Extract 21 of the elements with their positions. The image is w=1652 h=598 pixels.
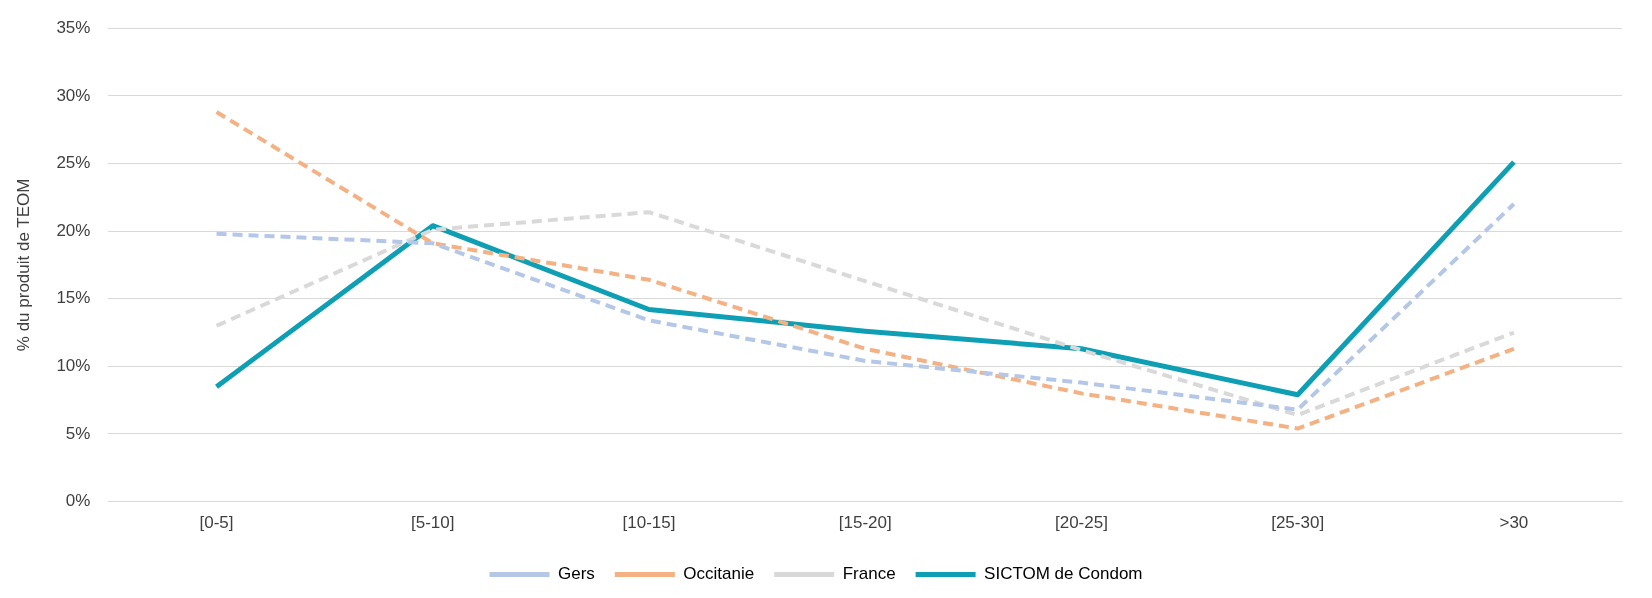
x-tick-label: [0-5] xyxy=(199,513,234,533)
legend-label: Occitanie xyxy=(683,564,755,584)
x-tick-label: [15-20] xyxy=(838,513,892,533)
x-tick-label: [5-10] xyxy=(411,513,455,533)
y-tick-label: 30% xyxy=(56,85,91,105)
legend-label: Gers xyxy=(557,564,595,584)
y-axis-title: % du produit de TEOM xyxy=(13,178,33,352)
x-tick-label: >30 xyxy=(1499,513,1529,533)
y-tick-label: 25% xyxy=(56,153,91,173)
y-tick-label: 35% xyxy=(56,17,91,37)
y-tick-label: 5% xyxy=(65,423,91,443)
line-series xyxy=(214,110,1516,431)
y-tick-label: 15% xyxy=(56,288,91,308)
legend-label: SICTOM de Condom xyxy=(984,564,1143,584)
y-tick-label: 0% xyxy=(65,491,91,511)
x-tick-label: [25-30] xyxy=(1271,513,1325,533)
y-tick-label: 10% xyxy=(56,356,91,376)
x-tick-label: [10-15] xyxy=(622,513,676,533)
y-tick-label: 20% xyxy=(56,220,91,240)
legend-label: France xyxy=(842,564,896,584)
x-tick-label: [20-25] xyxy=(1054,513,1108,533)
